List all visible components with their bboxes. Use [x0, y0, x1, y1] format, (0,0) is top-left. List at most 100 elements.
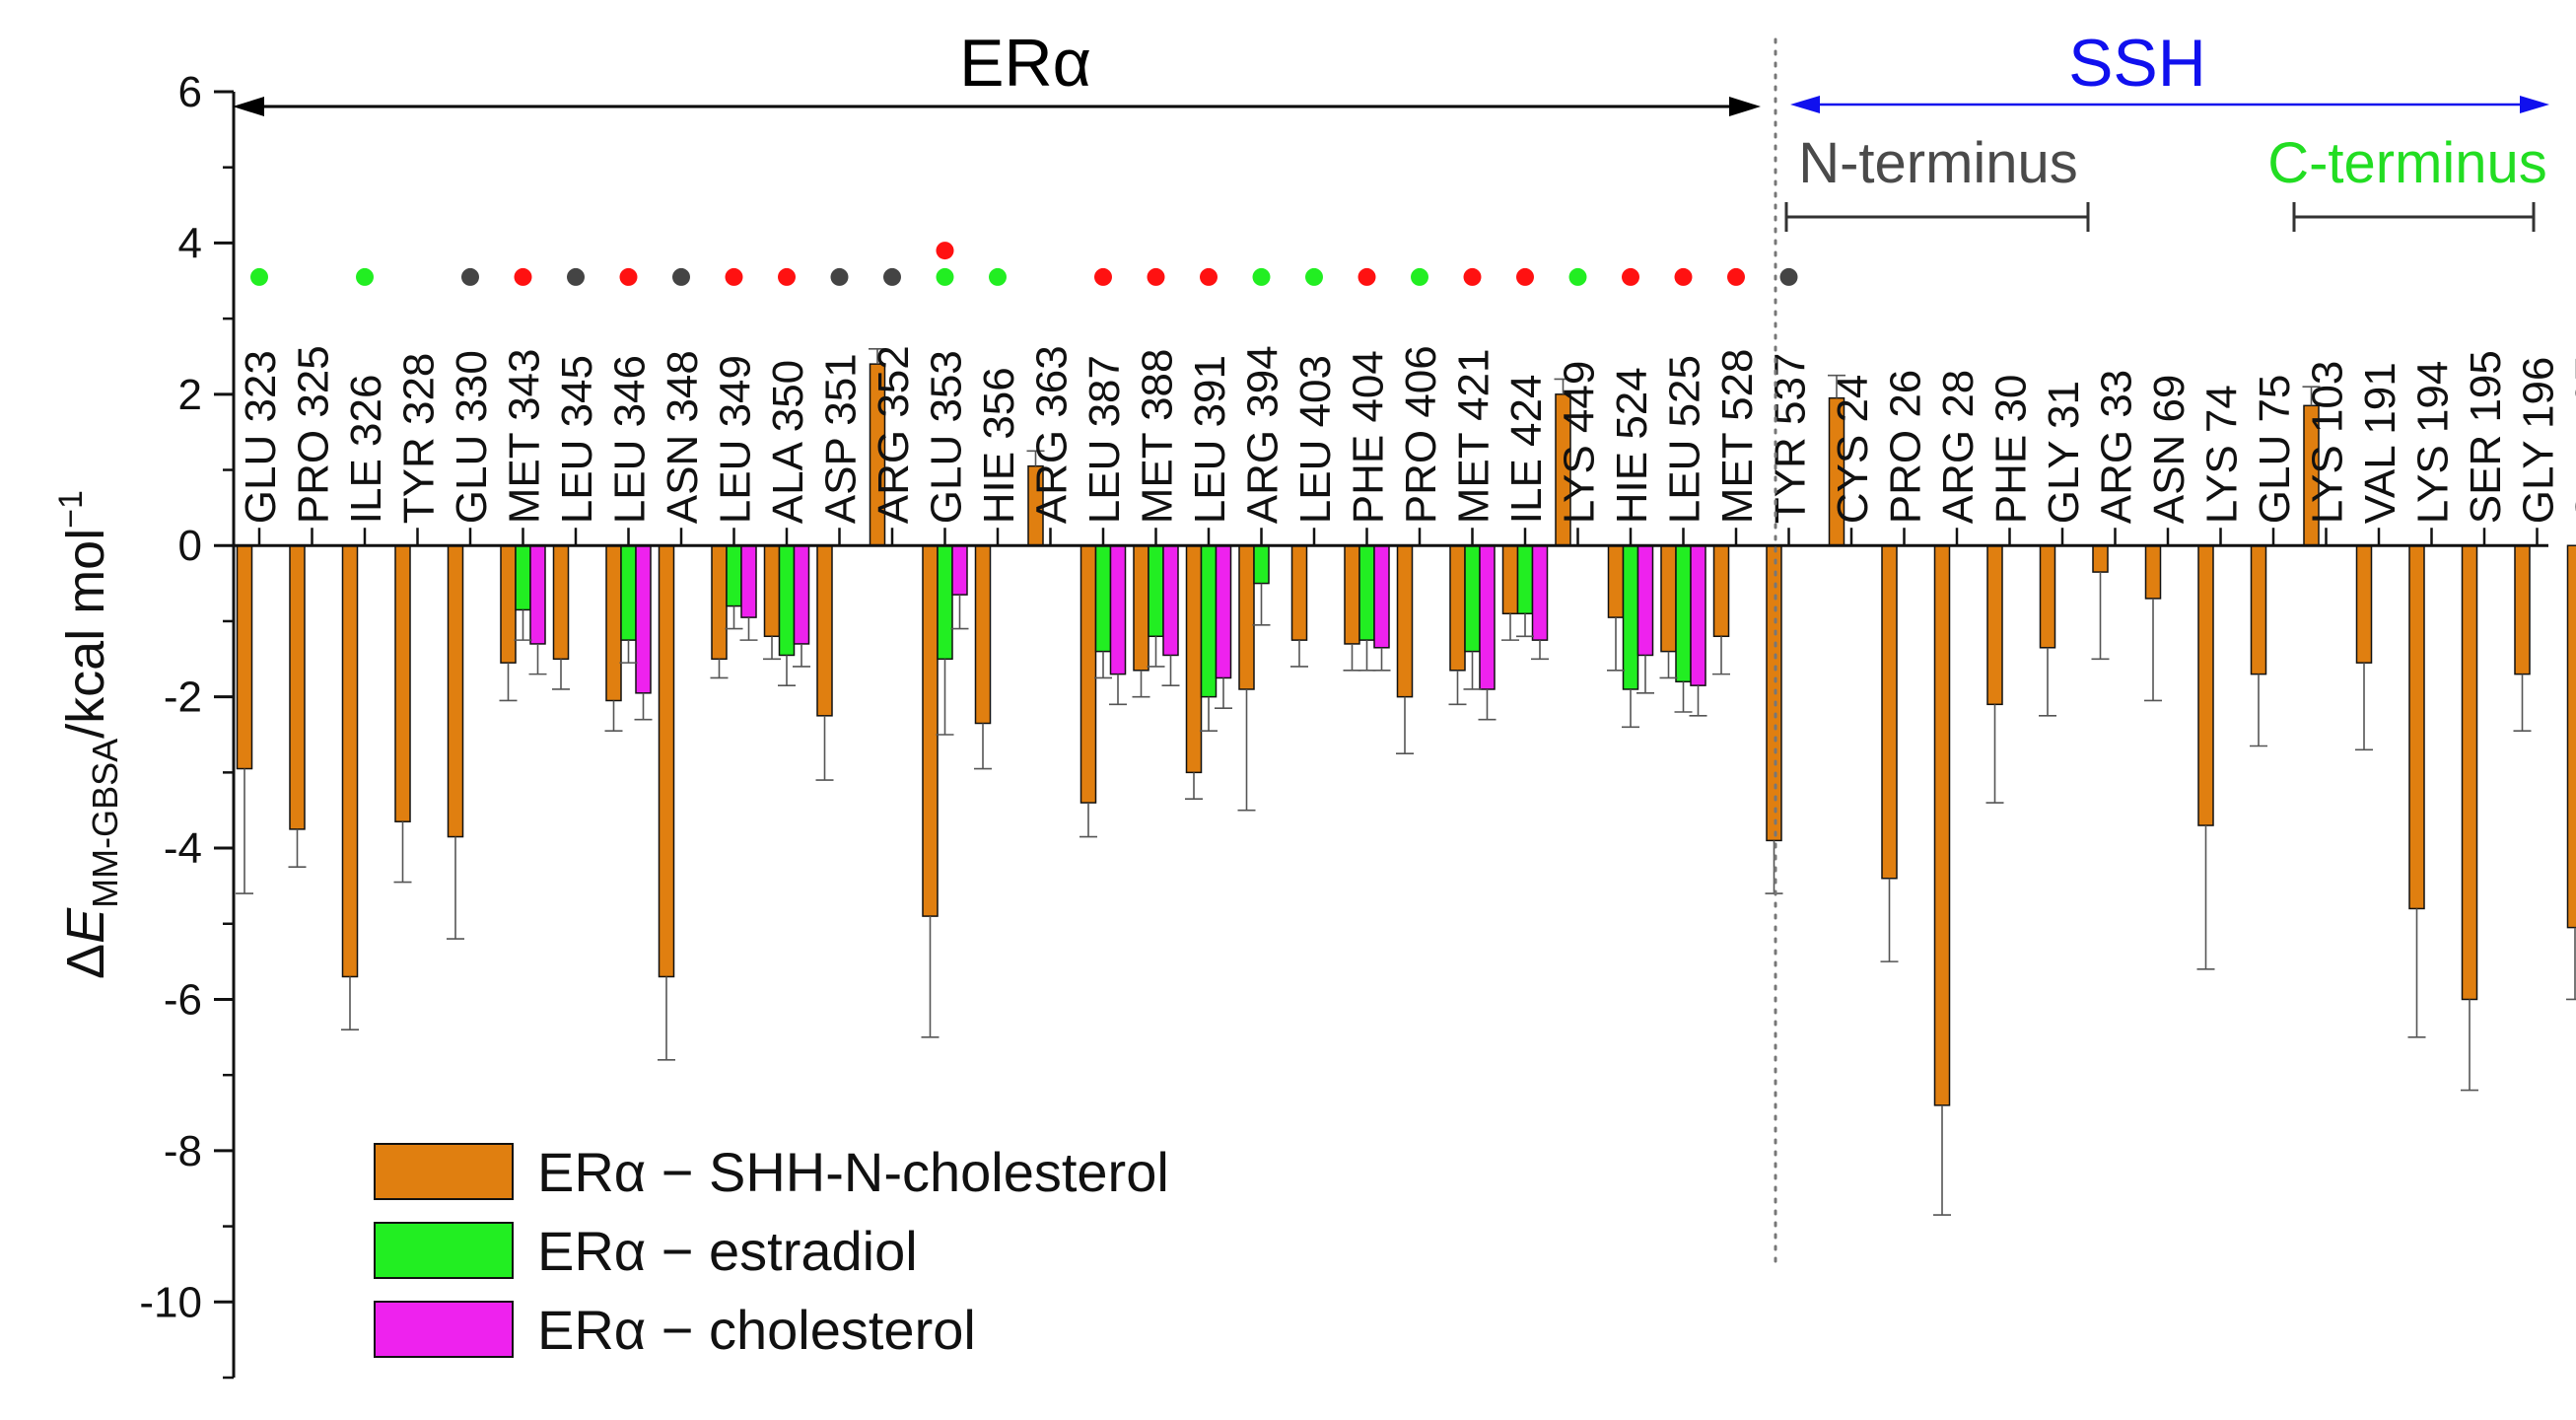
bar — [951, 544, 968, 596]
residue-label: MET 421 — [1450, 349, 1498, 525]
legend-label-greek: α — [614, 1141, 646, 1203]
residue-label: LEU 391 — [1186, 355, 1234, 524]
legend-label-prefix: ER — [537, 1299, 614, 1361]
bar — [1501, 544, 1519, 615]
residue-marker-dot — [567, 267, 585, 286]
residue-label: PRO 26 — [1882, 370, 1930, 525]
legend-label-rest: − SHH-N-cholesterol — [646, 1141, 1169, 1203]
legend-label-rest: − cholesterol — [646, 1299, 976, 1361]
legend-label-greek: α — [614, 1220, 646, 1282]
residue-label: LEU 349 — [712, 355, 760, 524]
residue-label: ASP 351 — [817, 353, 866, 524]
residue-label: MET 343 — [501, 349, 549, 525]
bar — [1344, 544, 1360, 645]
bar — [2144, 544, 2162, 600]
residue-label: LYS 194 — [2409, 361, 2458, 525]
y-axis-title: ΔEMM-GBSA/kcal mol−1 — [52, 490, 125, 979]
bar — [937, 544, 953, 661]
bar — [1516, 544, 1534, 615]
bar — [1712, 544, 1730, 638]
bar — [1079, 544, 1097, 804]
residue-label: PHE 404 — [1345, 350, 1393, 524]
bar — [620, 544, 637, 641]
bar — [2514, 544, 2531, 675]
residue-label: LEU 525 — [1661, 355, 1709, 524]
residue-label: ARG 33 — [2093, 370, 2141, 525]
era-section-title: ERα — [959, 26, 1091, 101]
residue-marker-dot — [356, 267, 374, 286]
residue-label: HIE 356 — [975, 367, 1023, 524]
residue-label: LYS 74 — [2198, 385, 2247, 524]
residue-label: MET 388 — [1134, 349, 1182, 525]
bar — [1200, 544, 1218, 698]
residue-label: ARG 352 — [870, 345, 918, 524]
bar — [635, 544, 652, 694]
bar — [605, 544, 622, 702]
y-tick-label: 0 — [178, 522, 202, 570]
bar — [1933, 544, 1951, 1106]
bar — [1675, 544, 1692, 683]
bar — [1479, 544, 1496, 690]
error-bars-group — [236, 347, 2576, 1216]
bar — [1094, 544, 1112, 653]
residue-marker-dot — [1779, 267, 1798, 286]
era-arrow-head-left — [233, 97, 264, 116]
residue-label: GLU 330 — [448, 350, 496, 524]
residue-marker-dot — [250, 267, 268, 286]
era-title-main: ER — [959, 26, 1052, 101]
bar — [1396, 544, 1414, 698]
bar — [711, 544, 728, 661]
residue-label: TYR 537 — [1767, 353, 1815, 525]
bar — [1215, 544, 1232, 679]
legend-label-rest: − estradiol — [646, 1220, 918, 1282]
era-title-greek: α — [1053, 26, 1091, 101]
bar — [1133, 544, 1149, 672]
y-tick-label: -8 — [164, 1127, 202, 1175]
residue-marker-dot — [619, 267, 638, 286]
legend-swatch — [374, 1143, 514, 1200]
bar — [1636, 544, 1654, 657]
residue-marker-dot — [1358, 267, 1376, 286]
ssh-arrow-head-right — [2520, 96, 2549, 113]
residue-label: LEU 345 — [553, 355, 601, 524]
residue-label: MET 528 — [1713, 349, 1762, 525]
residue-marker-dot — [1094, 267, 1112, 286]
bar — [1185, 544, 1203, 774]
bar — [1622, 544, 1639, 690]
bar — [658, 544, 675, 978]
bar — [1358, 544, 1375, 641]
residue-label: ARG 394 — [1239, 345, 1288, 524]
residue-label: VAL 191 — [2356, 362, 2404, 524]
residue-markers-group — [250, 242, 1798, 286]
legend-label-greek: α — [614, 1299, 646, 1361]
residue-marker-dot — [1674, 267, 1693, 286]
bar — [2566, 544, 2576, 929]
y-tick-label: -10 — [139, 1278, 202, 1326]
bar — [793, 544, 810, 645]
residue-label: ILE 424 — [1502, 375, 1551, 525]
ssh-arrow-head-left — [1790, 96, 1820, 113]
bar — [341, 544, 359, 978]
bar — [1148, 544, 1164, 638]
y-tick-label: -4 — [164, 824, 202, 873]
bar — [515, 544, 531, 611]
bar — [726, 544, 742, 607]
bar — [1986, 544, 2003, 706]
legend-label-prefix: ER — [537, 1141, 614, 1203]
y-tick-label: 6 — [178, 68, 202, 116]
residue-labels-group: GLU 323 PRO 325 ILE 326 TYR 328 GLU 330 MET 3… — [237, 345, 2576, 524]
y-axis-title-symbol: E — [56, 907, 115, 944]
residue-label: ILE 326 — [342, 375, 390, 525]
y-tick-label: -6 — [164, 975, 202, 1024]
residue-label: GLU 75 — [2251, 375, 2299, 525]
residue-marker-dot — [989, 267, 1007, 286]
y-tick-label: 2 — [178, 371, 202, 419]
residue-marker-dot — [1305, 267, 1323, 286]
ssh-section-title: SSH — [2068, 26, 2206, 101]
residue-label: SER 195 — [2462, 350, 2510, 524]
residue-label: GLU 323 — [237, 350, 285, 524]
residue-marker-dot — [778, 267, 796, 286]
era-arrow-head-right — [1729, 97, 1761, 116]
